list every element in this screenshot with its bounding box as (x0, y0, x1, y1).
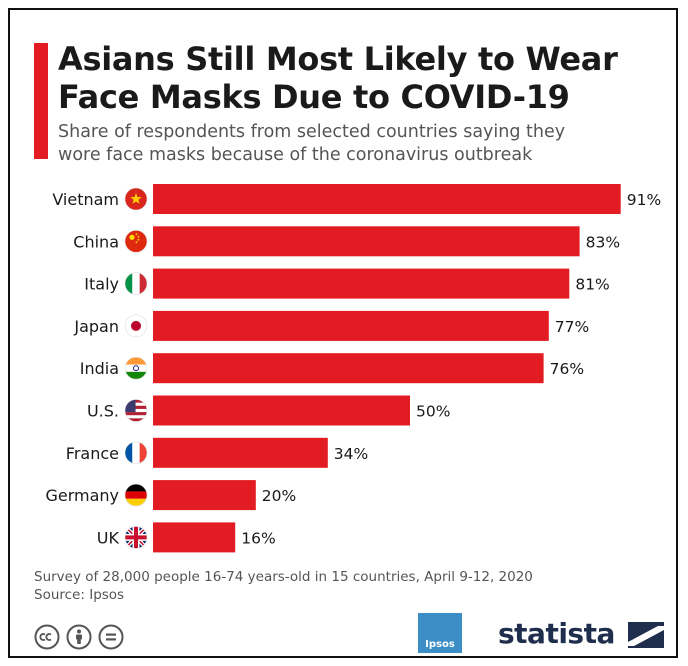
category-label: U.S. (87, 402, 119, 421)
category-label: Vietnam (52, 190, 119, 209)
category-label: UK (97, 528, 120, 547)
bar (153, 522, 236, 553)
bar (153, 480, 256, 511)
value-label: 77% (555, 318, 589, 336)
china-flag-icon (124, 230, 148, 253)
category-label: India (80, 359, 119, 378)
value-label: 81% (575, 276, 609, 294)
value-label: 16% (241, 529, 275, 547)
value-label: 76% (550, 360, 584, 378)
chart-subtitle: Share of respondents from selected count… (58, 121, 668, 167)
ipsos-logo: Ipsos (418, 613, 462, 653)
subtitle-line-1: Share of respondents from selected count… (58, 122, 566, 142)
category-label: China (73, 232, 119, 251)
bar (153, 437, 328, 468)
bar (153, 226, 580, 257)
title-accent-bar (34, 43, 48, 159)
statista-brand: statista (498, 617, 615, 650)
bar-row: China 83% (73, 226, 620, 257)
category-label: Japan (73, 317, 119, 336)
subtitle-line-2: wore face masks because of the coronavir… (58, 145, 533, 165)
india-flag-icon (124, 356, 148, 380)
source-note: Source: Ipsos (34, 587, 125, 603)
bar-row: UK 16% (97, 522, 276, 553)
bar-row: Germany 20% (45, 480, 296, 511)
no-derivatives-icon (98, 624, 124, 650)
value-label: 34% (334, 445, 368, 463)
value-label: 83% (586, 233, 620, 251)
bar-row: India 76% (80, 353, 584, 384)
survey-note: Survey of 28,000 people 16-74 years-old … (34, 569, 533, 585)
uk-flag-icon (124, 526, 148, 549)
title-line-2: Face Masks Due to COVID-19 (58, 78, 570, 116)
title-line-1: Asians Still Most Likely to Wear (58, 40, 618, 78)
bar (153, 395, 410, 426)
value-label: 20% (262, 487, 296, 505)
category-label: Germany (45, 486, 119, 505)
us-flag-icon (124, 399, 148, 422)
value-label: 91% (627, 191, 661, 209)
italy-flag-icon (124, 272, 148, 295)
france-flag-icon (124, 441, 148, 465)
vietnam-flag-icon (124, 187, 148, 211)
statista-logo-icon (628, 622, 664, 648)
japan-flag-icon (124, 314, 148, 338)
bar (153, 184, 621, 214)
value-label: 50% (416, 403, 450, 421)
category-label: France (66, 444, 119, 463)
bar-row: Vietnam 91% (52, 184, 661, 214)
ipsos-label: Ipsos (425, 639, 455, 650)
bar-row: Italy 81% (84, 268, 610, 299)
bar-row: U.S. 50% (87, 395, 450, 426)
bar-row: Japan 77% (73, 310, 589, 341)
chart-title: Asians Still Most Likely to Wear Face Ma… (58, 40, 668, 116)
creative-commons-icon (34, 624, 60, 650)
bar (153, 310, 549, 341)
license-icons (34, 624, 124, 650)
germany-flag-icon (124, 483, 148, 507)
bar (153, 268, 570, 299)
bar (153, 353, 544, 384)
chart-footer: Survey of 28,000 people 16-74 years-old … (34, 568, 533, 604)
attribution-icon (66, 624, 92, 650)
category-label: Italy (84, 275, 119, 294)
bar-row: France 34% (66, 437, 368, 468)
